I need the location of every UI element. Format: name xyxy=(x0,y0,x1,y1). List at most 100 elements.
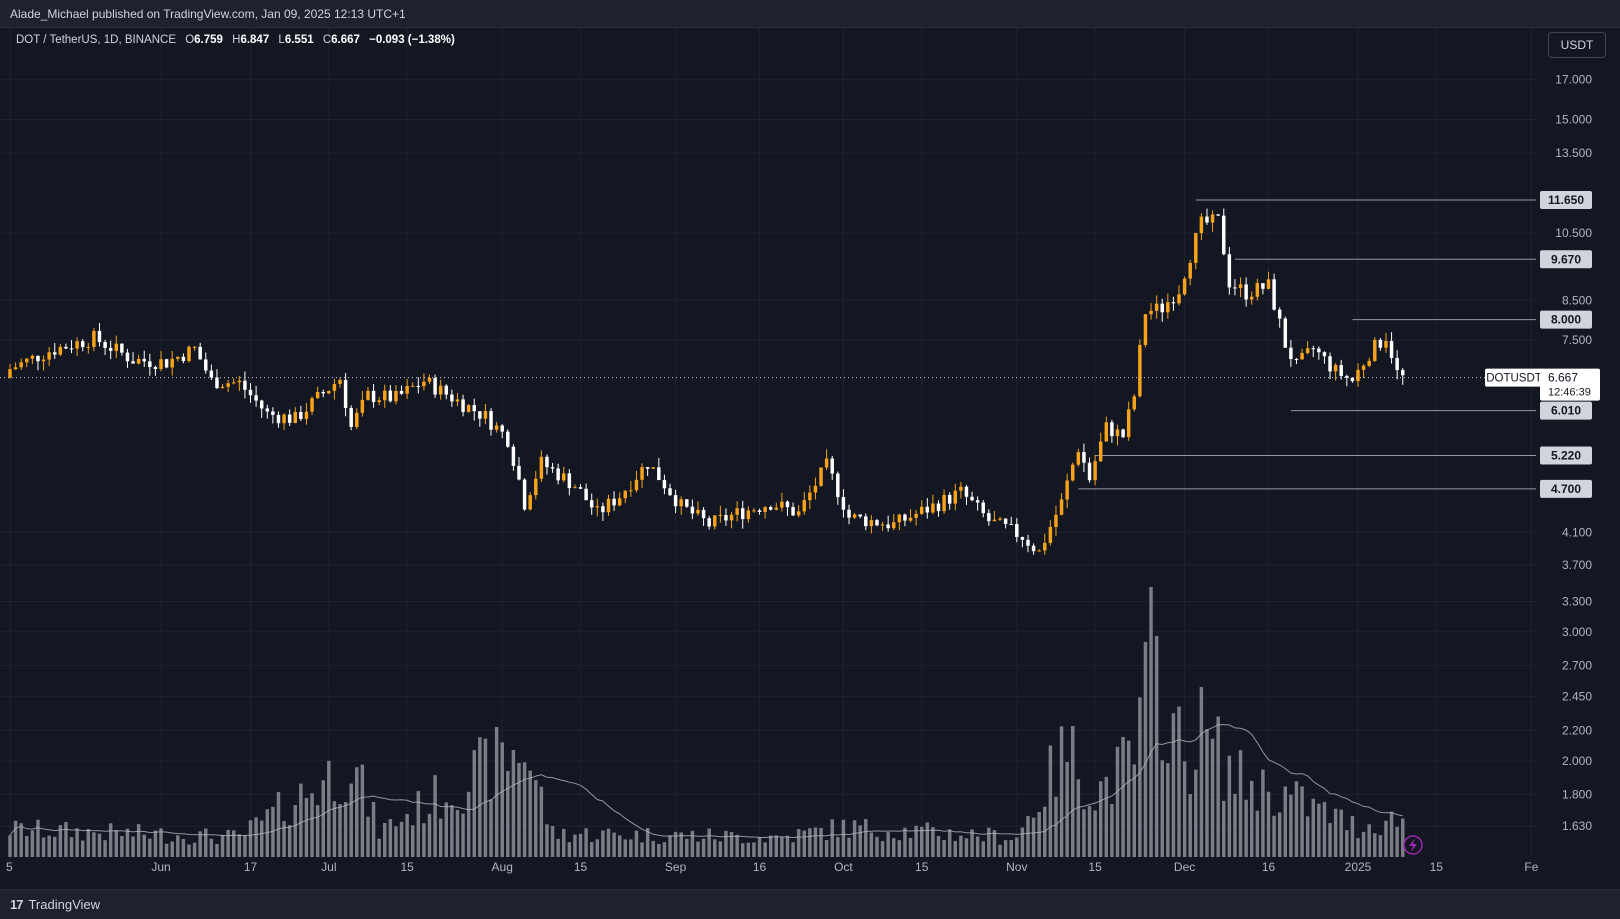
volume-bar xyxy=(567,842,572,857)
symbol-tag xyxy=(1485,368,1543,387)
candle-body xyxy=(1367,360,1371,366)
currency-button[interactable]: USDT xyxy=(1548,32,1606,58)
volume-bar xyxy=(1054,796,1058,857)
volume-bar xyxy=(729,832,734,857)
volume-bar xyxy=(120,836,124,857)
time-tick-label: 15 xyxy=(574,860,588,874)
volume-bar xyxy=(416,791,421,857)
volume-bar xyxy=(433,775,437,857)
level-price-label: 6.010 xyxy=(1540,401,1592,420)
candle-body xyxy=(578,487,583,489)
candle-body xyxy=(550,467,555,469)
volume-bar xyxy=(243,835,247,857)
candle-body xyxy=(1389,340,1394,358)
volume-bar xyxy=(131,836,135,857)
volume-bar xyxy=(1384,820,1388,857)
volume-bar xyxy=(1328,823,1332,857)
volume-bar xyxy=(685,838,689,857)
candle-body xyxy=(1098,441,1103,462)
volume-bar xyxy=(1071,726,1075,857)
volume-bar xyxy=(645,828,650,857)
volume-bar xyxy=(265,809,270,857)
time-tick-label: 16 xyxy=(753,860,767,874)
candle-body xyxy=(455,399,460,402)
candle-body xyxy=(1132,396,1136,410)
candle-body xyxy=(1300,353,1304,360)
candle-body xyxy=(1031,545,1036,552)
candle-body xyxy=(869,520,874,527)
tradingview-brand-text: TradingView xyxy=(28,897,101,912)
volume-bar xyxy=(349,783,353,857)
candle-body xyxy=(192,346,197,348)
candle-body xyxy=(707,518,711,527)
candle-body xyxy=(875,520,879,526)
volume-bar xyxy=(1015,837,1019,857)
volume-bar xyxy=(1171,713,1176,857)
tradingview-brand[interactable]: 17 TradingView xyxy=(10,897,100,912)
candle-body xyxy=(1322,352,1327,357)
symbol-title[interactable]: DOT / TetherUS, 1D, BINANCE xyxy=(16,34,176,46)
volume-bar xyxy=(25,835,29,857)
candle-body xyxy=(198,346,202,360)
candle-body xyxy=(1076,452,1081,465)
volume-bar xyxy=(897,840,902,857)
volume-bar xyxy=(1143,641,1148,857)
volume-bar xyxy=(1272,815,1276,857)
candle-body xyxy=(120,343,124,353)
lightning-badge[interactable] xyxy=(1403,835,1423,855)
volume-bar xyxy=(1373,833,1377,857)
time-tick-label: Nov xyxy=(1006,860,1027,874)
volume-bar xyxy=(1244,799,1248,857)
volume-bar xyxy=(1205,729,1209,857)
horizontal-levels xyxy=(1078,199,1536,490)
candle-body xyxy=(1093,461,1097,481)
candle-body xyxy=(724,515,728,521)
candle-body xyxy=(1199,216,1204,234)
volume-bar xyxy=(713,839,717,857)
candle-body xyxy=(360,399,365,413)
volume-bar xyxy=(802,830,806,857)
volume-bar xyxy=(176,835,180,857)
volume-bar xyxy=(1199,687,1204,857)
volume-bar xyxy=(1266,791,1271,857)
volume-bar xyxy=(1356,838,1360,857)
candle-body xyxy=(1233,287,1237,289)
volume-bar xyxy=(813,827,818,857)
countdown-value: 12:46:39 xyxy=(1548,387,1591,399)
volume-bar xyxy=(125,828,130,857)
volume-bar xyxy=(880,841,885,857)
candle-body xyxy=(1020,537,1025,540)
candle-body xyxy=(813,485,818,493)
volume-bar xyxy=(1126,740,1131,857)
candle-body xyxy=(153,367,158,370)
volume-bar xyxy=(8,835,12,857)
volume-bar xyxy=(864,819,868,857)
candle-body xyxy=(679,499,683,507)
svg-text:9.670: 9.670 xyxy=(1551,252,1581,266)
candle-body xyxy=(774,507,779,510)
volume-bar xyxy=(724,830,728,857)
volume-bar xyxy=(1026,816,1030,857)
candle-body xyxy=(735,508,739,515)
volume-bar xyxy=(1277,812,1282,857)
volume-bar xyxy=(545,824,549,857)
volume-bar xyxy=(953,840,958,857)
volume-bar xyxy=(1093,810,1097,857)
candle-body xyxy=(713,515,717,527)
volume-bar xyxy=(668,835,672,857)
candle-body xyxy=(752,510,756,512)
volume-bar xyxy=(1132,764,1136,857)
volume-bar xyxy=(1216,716,1220,857)
candle-body xyxy=(394,390,398,402)
time-tick-label: 15 xyxy=(1088,860,1102,874)
volume-bar xyxy=(914,825,918,857)
candle-body xyxy=(1222,215,1226,255)
volume-bar xyxy=(556,838,560,857)
candle-body xyxy=(617,498,622,506)
volume-bar xyxy=(1227,755,1232,857)
volume-bar xyxy=(584,828,588,857)
volume-bar xyxy=(1261,769,1265,857)
candle-body xyxy=(1378,339,1383,348)
volume-bar xyxy=(1194,769,1198,857)
